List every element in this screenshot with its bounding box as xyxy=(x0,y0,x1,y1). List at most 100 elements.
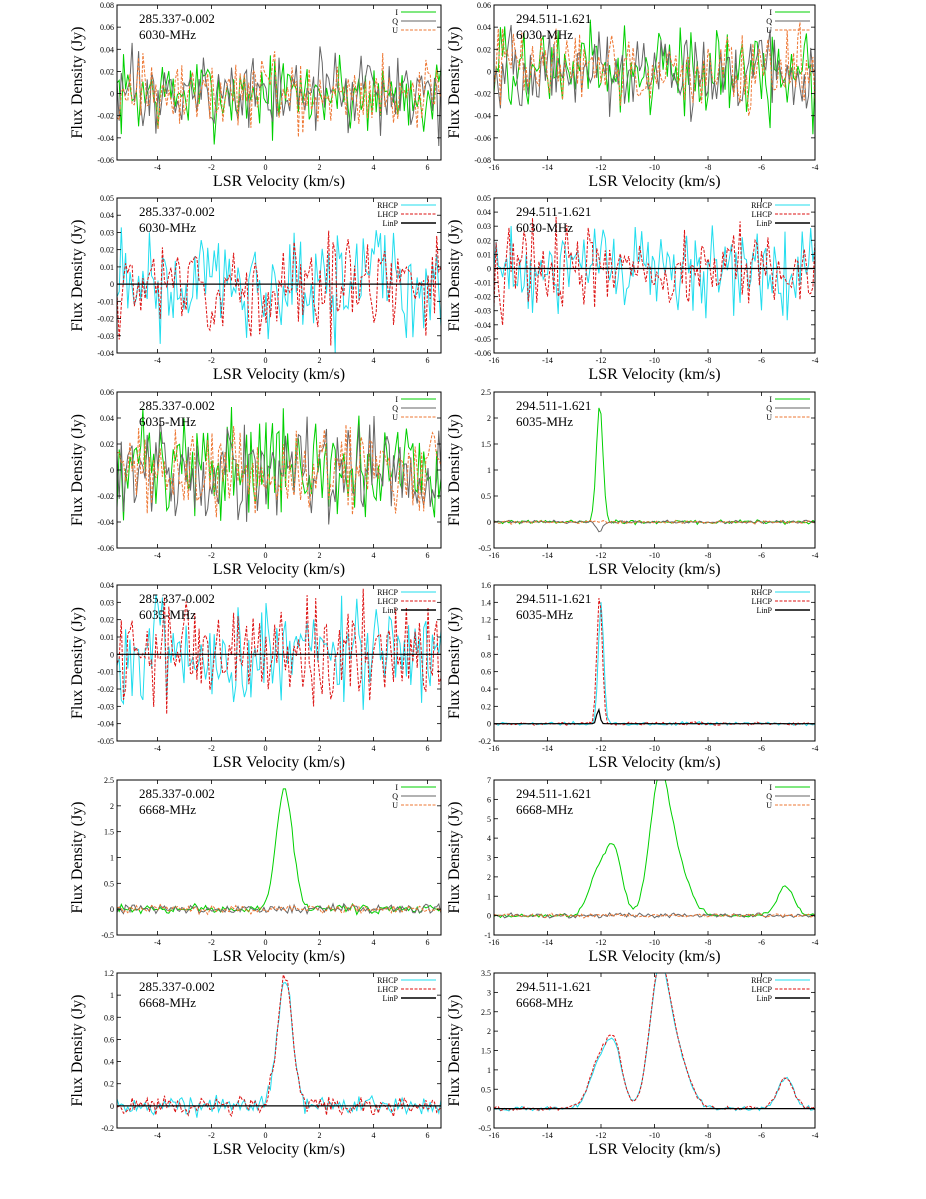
legend-label: U xyxy=(392,26,398,35)
x-tick-label: -6 xyxy=(758,744,765,753)
panel-annotation: 294.511-1.621 xyxy=(516,786,591,801)
legend-label: Q xyxy=(766,792,772,801)
x-tick-label: -6 xyxy=(758,163,765,172)
legend-label: I xyxy=(395,8,398,17)
panel-annotation: 285.337-0.002 xyxy=(139,398,215,413)
x-tick-label: 2 xyxy=(318,744,322,753)
x-axis-label: LSR Velocity (km/s) xyxy=(213,561,345,578)
y-tick-label: 2 xyxy=(110,802,114,811)
x-tick-label: -14 xyxy=(542,551,553,560)
y-axis-label: Flux Density (Jy) xyxy=(446,220,463,332)
x-tick-label: 6 xyxy=(426,1131,430,1140)
x-tick-label: 4 xyxy=(372,551,376,560)
x-tick-label: -10 xyxy=(649,938,660,947)
x-axis-label: LSR Velocity (km/s) xyxy=(213,1141,345,1158)
panel-annotation: 6030-MHz xyxy=(516,220,573,235)
x-tick-label: -16 xyxy=(489,551,500,560)
y-tick-label: 0.02 xyxy=(100,246,114,255)
panel-annotation: 294.511-1.621 xyxy=(516,11,591,26)
y-tick-label: -0.06 xyxy=(474,349,491,358)
legend-label: LHCP xyxy=(378,210,399,219)
panel-annotation: 6668-MHz xyxy=(139,995,196,1010)
y-tick-label: 0 xyxy=(487,518,491,527)
series-u-line xyxy=(494,912,815,919)
panel-4: -4 -2 0 2 4 6 -0.06 -0.04 -0.02 0 0.02 0.04 0.06 LSR … xyxy=(69,388,442,578)
x-tick-label: 2 xyxy=(318,163,322,172)
x-tick-label: -12 xyxy=(596,938,607,947)
y-tick-label: 3 xyxy=(487,854,491,863)
series-rhcp-line xyxy=(494,973,815,1112)
x-tick-label: -16 xyxy=(489,744,500,753)
x-axis-label: LSR Velocity (km/s) xyxy=(213,754,345,771)
x-axis-label: LSR Velocity (km/s) xyxy=(588,366,720,383)
y-tick-label: -0.02 xyxy=(474,90,491,99)
y-tick-label: 0.04 xyxy=(100,414,114,423)
y-tick-label: 0.4 xyxy=(104,1058,114,1067)
y-tick-label: -0.5 xyxy=(478,1124,491,1133)
y-tick-label: 0 xyxy=(110,280,114,289)
y-tick-label: 1 xyxy=(487,1066,491,1075)
x-tick-label: 6 xyxy=(426,163,430,172)
y-tick-label: -0.03 xyxy=(474,307,491,316)
y-tick-label: 0.03 xyxy=(477,222,491,231)
y-tick-label: -0.08 xyxy=(474,156,491,165)
x-tick-label: -12 xyxy=(596,1131,607,1140)
x-tick-label: -8 xyxy=(705,744,712,753)
y-tick-label: 0 xyxy=(487,720,491,729)
x-tick-label: -4 xyxy=(812,163,819,172)
x-axis-label: LSR Velocity (km/s) xyxy=(213,948,345,965)
y-tick-label: 0.04 xyxy=(100,581,114,590)
y-tick-label: 1 xyxy=(487,466,491,475)
panel-annotation: 285.337-0.002 xyxy=(139,786,215,801)
x-tick-label: -8 xyxy=(705,551,712,560)
panel-annotation: 6035-MHz xyxy=(516,607,573,622)
legend-label: Q xyxy=(766,17,772,26)
panel-annotation: 285.337-0.002 xyxy=(139,591,215,606)
panel-3: -16 -14 -12 -10 -8 -6 -4 -0.06 -0.05 -0.04 -0.03 -0… xyxy=(446,194,818,383)
x-tick-label: 6 xyxy=(426,938,430,947)
y-tick-label: 0.8 xyxy=(104,1013,114,1022)
x-tick-label: -8 xyxy=(705,938,712,947)
y-tick-label: -0.5 xyxy=(101,931,114,940)
y-tick-label: 0.05 xyxy=(477,194,491,203)
legend-label: I xyxy=(395,783,398,792)
y-axis-label: Flux Density (Jy) xyxy=(69,995,86,1107)
y-tick-label: 0.01 xyxy=(100,263,114,272)
y-axis-label: Flux Density (Jy) xyxy=(446,607,463,719)
panel-annotation: 294.511-1.621 xyxy=(516,398,591,413)
x-tick-label: -14 xyxy=(542,744,553,753)
legend-label: RHCP xyxy=(377,201,398,210)
legend-label: LHCP xyxy=(378,597,399,606)
y-tick-label: -0.5 xyxy=(478,544,491,553)
x-tick-label: -2 xyxy=(208,356,215,365)
y-tick-label: 0 xyxy=(110,905,114,914)
legend-label: LHCP xyxy=(752,985,773,994)
y-tick-label: 0.01 xyxy=(477,250,491,259)
x-tick-label: -6 xyxy=(758,1131,765,1140)
y-tick-label: 7 xyxy=(487,776,491,785)
series-rhcp-line xyxy=(117,982,441,1118)
x-tick-label: 0 xyxy=(264,1131,268,1140)
x-tick-label: 0 xyxy=(264,744,268,753)
legend-label: RHCP xyxy=(751,588,772,597)
y-axis-label: Flux Density (Jy) xyxy=(446,802,463,914)
x-axis-label: LSR Velocity (km/s) xyxy=(588,948,720,965)
y-tick-label: 2.5 xyxy=(481,1008,491,1017)
y-tick-label: 2.5 xyxy=(481,388,491,397)
y-tick-label: -0.06 xyxy=(97,156,114,165)
x-tick-label: 4 xyxy=(372,744,376,753)
legend-label: LHCP xyxy=(378,985,399,994)
x-tick-label: -16 xyxy=(489,356,500,365)
x-tick-label: -12 xyxy=(596,744,607,753)
panel-annotation: 6035-MHz xyxy=(139,414,196,429)
y-tick-label: -0.06 xyxy=(474,134,491,143)
panel-7: -16 -14 -12 -10 -8 -6 -4 -0.2 0 0.2 0.4 0.6 0.8 1 1.2 1… xyxy=(446,581,818,771)
series-q-line xyxy=(117,42,441,147)
y-tick-label: 0.6 xyxy=(481,668,491,677)
series-q-line xyxy=(117,902,441,916)
x-tick-label: -8 xyxy=(705,356,712,365)
panel-10: -4 -2 0 2 4 6 -0.2 0 0.2 0.4 0.6 0.8 1 1.2 LSR Velocit… xyxy=(69,969,442,1158)
panel-annotation: 6668-MHz xyxy=(516,995,573,1010)
x-tick-label: -4 xyxy=(812,744,819,753)
y-tick-label: -1 xyxy=(484,931,491,940)
